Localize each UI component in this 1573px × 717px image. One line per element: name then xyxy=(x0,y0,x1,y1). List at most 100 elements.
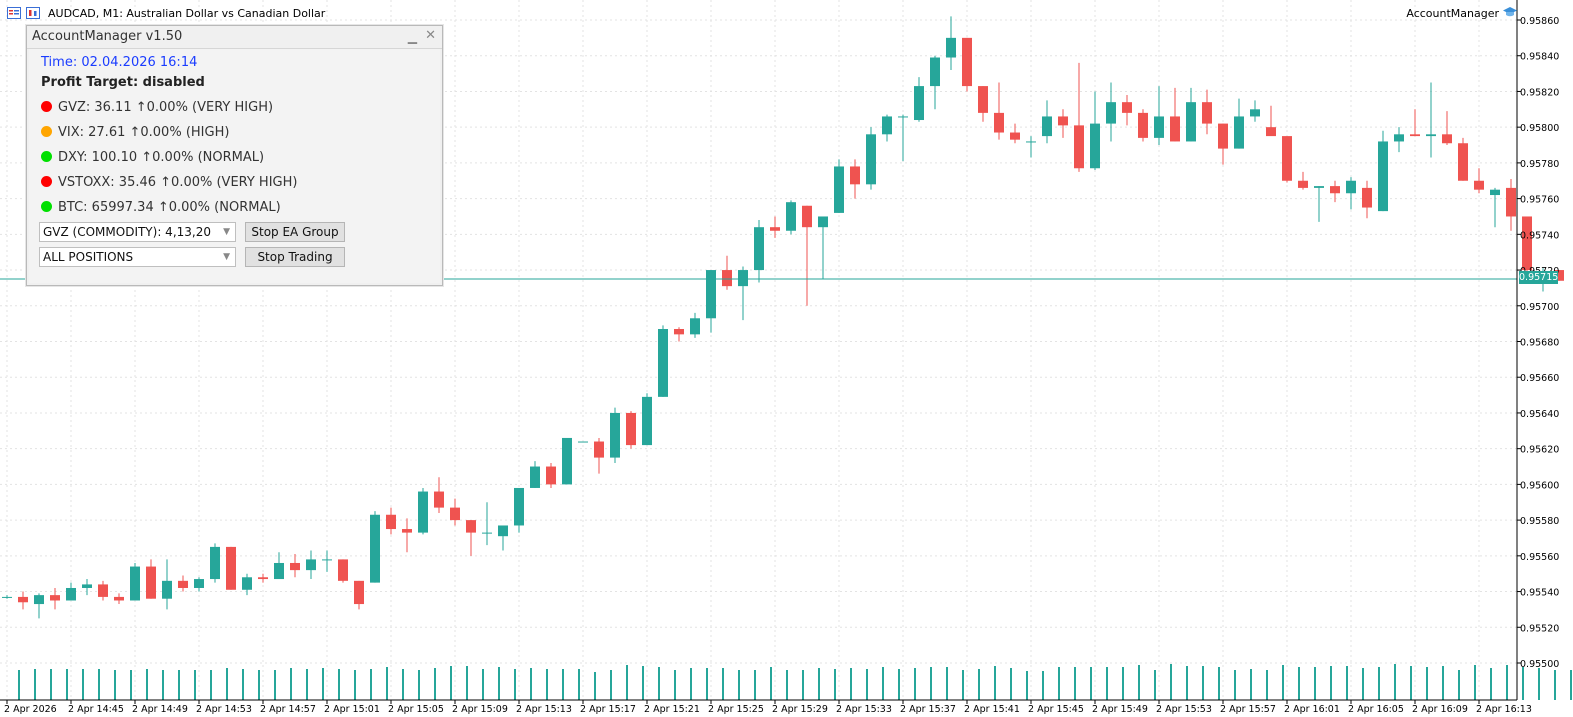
candle-body xyxy=(498,525,508,537)
y-tick-label: 0.95680 xyxy=(1520,338,1559,349)
candle-body xyxy=(1058,116,1068,126)
x-tick-label: 2 Apr 15:25 xyxy=(708,704,764,715)
x-tick-label: 2 Apr 15:09 xyxy=(452,704,508,715)
status-dot-icon xyxy=(41,126,52,137)
candle-body xyxy=(434,491,444,508)
candle-body xyxy=(1234,116,1244,149)
group-select[interactable]: GVZ (COMMODITY): 4,13,20 ▼ xyxy=(39,222,236,242)
candle-body xyxy=(754,227,764,271)
status-dot-icon xyxy=(41,151,52,162)
candle-body xyxy=(914,86,924,121)
status-dot-icon xyxy=(41,176,52,187)
x-tick-label: 2 Apr 15:45 xyxy=(1028,704,1084,715)
candle-body xyxy=(274,562,284,580)
stop-trading-button[interactable]: Stop Trading xyxy=(245,247,345,267)
x-tick-label: 2 Apr 14:49 xyxy=(132,704,188,715)
y-tick-label: 0.95820 xyxy=(1520,87,1559,98)
candle-body xyxy=(34,595,44,605)
candle-body xyxy=(1346,180,1356,194)
candle-body xyxy=(1458,143,1468,181)
y-tick-label: 0.95860 xyxy=(1520,16,1559,27)
time-axis[interactable]: 2 Apr 2026 2 Apr 14:45 2 Apr 14:49 2 Apr 14… xyxy=(0,699,1532,715)
candle-body xyxy=(866,134,876,185)
indicator-vix: VIX: 27.61 ↑0.00% (HIGH) xyxy=(41,125,229,140)
x-tick-label: 2 Apr 16:05 xyxy=(1348,704,1404,715)
candle-body xyxy=(482,532,492,534)
status-dot-icon xyxy=(41,201,52,212)
candle-body xyxy=(1506,187,1516,217)
candle-body xyxy=(194,579,204,588)
x-tick-label: 2 Apr 14:53 xyxy=(196,704,252,715)
candle-body xyxy=(130,566,140,601)
y-tick-label: 0.95600 xyxy=(1520,480,1559,491)
x-tick-label: 2 Apr 15:41 xyxy=(964,704,1020,715)
candle-body xyxy=(770,227,780,231)
ea-indicator[interactable]: AccountManager xyxy=(1406,6,1517,21)
candle-body xyxy=(1282,136,1292,181)
x-tick-label: 2 Apr 16:01 xyxy=(1284,704,1340,715)
candle-body xyxy=(418,491,428,533)
y-tick-label: 0.95800 xyxy=(1520,123,1559,134)
stop-ea-group-button[interactable]: Stop EA Group xyxy=(245,222,345,242)
x-tick-label: 2 Apr 15:29 xyxy=(772,704,828,715)
x-tick-label: 2 Apr 15:37 xyxy=(900,704,956,715)
candles-icon[interactable] xyxy=(26,7,40,19)
candle-body xyxy=(162,580,172,599)
panel-body: Time: 02.04.2026 16:14 Profit Target: di… xyxy=(29,49,440,283)
candle-body xyxy=(1170,116,1180,142)
panel-titlebar[interactable]: AccountManager v1.50 ▁ ✕ xyxy=(27,26,442,49)
candle-body xyxy=(1186,102,1196,142)
chart-list-icon[interactable] xyxy=(7,7,21,19)
candles xyxy=(2,16,1564,619)
candle-body xyxy=(882,116,892,135)
y-tick-label: 0.95740 xyxy=(1520,230,1559,241)
candle-body xyxy=(1106,102,1116,124)
candle-body xyxy=(818,216,828,228)
candle-body xyxy=(1266,127,1276,137)
close-icon[interactable]: ✕ xyxy=(425,28,436,43)
y-tick-label: 0.95640 xyxy=(1520,409,1559,420)
volume-bars xyxy=(18,664,1572,700)
x-tick-label: 2 Apr 14:57 xyxy=(260,704,316,715)
candle-body xyxy=(1298,180,1308,188)
y-tick-label: 0.95760 xyxy=(1520,195,1559,206)
x-tick-label: 2 Apr 15:01 xyxy=(324,704,380,715)
candle-body xyxy=(706,270,716,319)
candle-body xyxy=(562,437,572,485)
y-tick-label: 0.95580 xyxy=(1520,516,1559,527)
x-tick-label: 2 Apr 14:45 xyxy=(68,704,124,715)
candle-body xyxy=(386,514,396,530)
candle-body xyxy=(18,596,28,603)
x-tick-label: 2 Apr 15:17 xyxy=(580,704,636,715)
chart-grid xyxy=(0,0,1517,700)
candle-body xyxy=(1522,216,1532,271)
candle-body xyxy=(1554,270,1564,281)
price-axis[interactable]: 0.95860 0.95840 0.95820 0.95800 0.95780 0.957… xyxy=(1516,0,1559,700)
minimize-icon[interactable]: ▁ xyxy=(407,30,417,44)
candle-body xyxy=(1426,134,1436,137)
candle-body xyxy=(610,412,620,458)
candle-body xyxy=(1410,134,1420,137)
ea-label: AccountManager xyxy=(1406,7,1499,20)
candle-body xyxy=(674,328,684,335)
candle-body xyxy=(98,584,108,597)
candle-body xyxy=(402,529,412,533)
candle-body xyxy=(1042,116,1052,137)
candle-body xyxy=(370,514,380,583)
candle-body xyxy=(898,116,908,118)
candle-body xyxy=(930,57,940,87)
y-tick-label: 0.95780 xyxy=(1520,159,1559,170)
candle-body xyxy=(322,559,332,561)
y-tick-label: 0.95560 xyxy=(1520,552,1559,563)
positions-select[interactable]: ALL POSITIONS ▼ xyxy=(39,247,236,267)
indicator-gvz: GVZ: 36.11 ↑0.00% (VERY HIGH) xyxy=(41,100,273,115)
y-tick-label: 0.95620 xyxy=(1520,445,1559,456)
candle-body xyxy=(290,562,300,571)
account-manager-panel[interactable]: AccountManager v1.50 ▁ ✕ Time: 02.04.202… xyxy=(26,25,443,286)
candle-body xyxy=(66,587,76,601)
candle-body xyxy=(1378,141,1388,212)
candle-body xyxy=(450,507,460,521)
candle-body xyxy=(146,566,156,599)
candle-body xyxy=(1010,132,1020,140)
